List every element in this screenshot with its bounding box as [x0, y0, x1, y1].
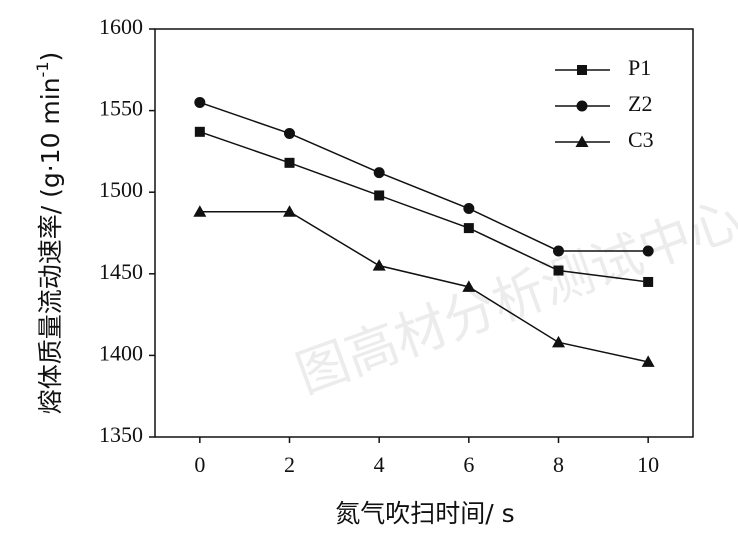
y-tick-label: 1550: [99, 96, 143, 121]
marker: [372, 259, 386, 271]
watermark: 图高材分析测试中心: [289, 189, 738, 405]
marker: [284, 157, 295, 168]
legend-marker: [576, 100, 588, 112]
y-label-end: ): [36, 52, 65, 62]
series-line: [199, 131, 649, 283]
marker: [374, 190, 385, 201]
y-tick-label: 1500: [99, 177, 143, 202]
series-line: [199, 101, 649, 252]
marker: [462, 280, 476, 292]
marker: [553, 245, 564, 257]
y-label-main: 熔体质量流动速率/ (g·10 min: [36, 77, 65, 414]
marker: [643, 276, 654, 287]
marker: [463, 203, 475, 215]
legend-marker: [577, 65, 587, 75]
marker: [283, 205, 296, 217]
marker: [463, 223, 474, 234]
x-tick-label: 0: [194, 452, 205, 477]
marker: [284, 127, 295, 139]
marker: [194, 126, 205, 137]
marker: [642, 245, 654, 257]
x-axis-label: 氮气吹扫时间/ s: [335, 499, 514, 528]
marker: [373, 167, 385, 179]
marker: [193, 205, 207, 217]
legend-label: P1: [628, 55, 651, 80]
x-tick-label: 4: [374, 452, 385, 477]
series-line: [199, 211, 649, 363]
marker: [194, 96, 206, 108]
legend-marker: [575, 135, 589, 147]
y-tick-label: 1350: [99, 422, 143, 447]
x-tick-label: 6: [463, 452, 474, 477]
y-tick-label: 1400: [99, 340, 143, 365]
x-tick-label: 8: [553, 452, 564, 477]
legend-label: C3: [628, 127, 654, 152]
x-tick-label: 10: [637, 452, 659, 477]
y-label-sup: -1: [33, 61, 52, 77]
y-tick-label: 1450: [99, 259, 143, 284]
marker: [641, 355, 655, 367]
legend-label: Z2: [628, 91, 652, 116]
marker: [552, 335, 565, 348]
plot-frame: [154, 28, 694, 438]
y-tick-label: 1600: [99, 14, 143, 39]
marker: [553, 265, 564, 276]
x-tick-label: 2: [284, 452, 295, 477]
y-axis-label: 熔体质量流动速率/ (g·10 min-1): [33, 52, 66, 415]
